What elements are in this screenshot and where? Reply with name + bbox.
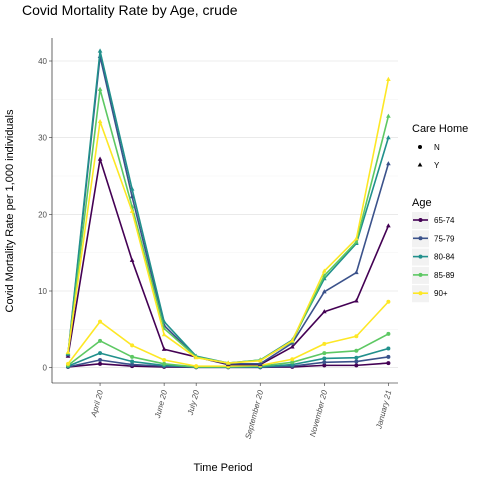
legend-color-label: 85-89 xyxy=(434,271,455,280)
x-tick-label: July 20 xyxy=(186,389,202,417)
y-tick-label: 10 xyxy=(38,287,47,296)
data-point xyxy=(322,356,327,361)
data-point xyxy=(97,156,103,161)
legend-color-key xyxy=(418,254,423,259)
data-point xyxy=(290,360,295,365)
data-point xyxy=(97,48,103,53)
legend-shape-key xyxy=(418,145,422,149)
data-point xyxy=(354,363,359,368)
x-tick-label: November 20 xyxy=(308,389,329,438)
data-point xyxy=(225,360,231,365)
data-point xyxy=(97,118,103,124)
series-90+-Y xyxy=(65,76,391,365)
data-point xyxy=(321,289,327,294)
data-point xyxy=(386,299,391,304)
y-tick-label: 20 xyxy=(38,210,47,219)
y-tick-label: 40 xyxy=(38,57,47,66)
y-tick-label: 30 xyxy=(38,134,47,143)
data-point xyxy=(386,113,391,118)
legend-color-key xyxy=(418,218,423,222)
legend-shape-label: Y xyxy=(434,161,440,170)
data-point xyxy=(162,361,167,366)
data-point xyxy=(129,208,135,213)
data-point xyxy=(354,355,359,360)
legend-color-label: 75-79 xyxy=(434,234,455,243)
data-point xyxy=(290,357,295,362)
x-tick-labels: April 20 June 20 July 20 September 20 Novemb… xyxy=(89,383,393,440)
data-point xyxy=(130,354,135,359)
y-tick-labels: 0 10 20 30 40 xyxy=(38,57,52,373)
data-point xyxy=(130,362,135,367)
chart-title: Covid Mortality Rate by Age, crude xyxy=(22,2,238,18)
data-point xyxy=(321,268,327,273)
plot-panel xyxy=(52,38,398,383)
data-point xyxy=(98,319,103,324)
x-tick-label: September 20 xyxy=(243,389,265,440)
data-point xyxy=(354,298,359,303)
data-point xyxy=(97,86,103,91)
data-point xyxy=(161,346,167,351)
data-point xyxy=(257,361,263,366)
data-point xyxy=(129,186,135,191)
x-tick-label: January 21 xyxy=(374,389,393,431)
data-point xyxy=(386,354,391,359)
data-point xyxy=(98,358,103,362)
data-point xyxy=(130,343,135,348)
data-point xyxy=(193,355,199,360)
data-point xyxy=(321,273,327,278)
data-point xyxy=(289,344,295,349)
data-point xyxy=(386,135,391,140)
data-point xyxy=(194,364,199,369)
x-axis-title: Time Period xyxy=(194,462,253,474)
data-point xyxy=(386,161,391,166)
data-point xyxy=(386,346,391,351)
y-tick-label: 0 xyxy=(43,364,48,373)
data-point xyxy=(130,359,135,364)
data-point xyxy=(354,334,359,339)
y-axis-title: Covid Mortality Rate per 1,000 individua… xyxy=(4,109,16,312)
legend-color-label: 65-74 xyxy=(434,216,455,225)
data-point xyxy=(129,257,135,262)
data-point xyxy=(354,236,359,241)
data-point xyxy=(66,361,71,366)
data-point xyxy=(98,351,103,356)
legend-color-key xyxy=(418,291,423,296)
data-point xyxy=(322,341,327,346)
data-point xyxy=(322,360,327,365)
data-point xyxy=(322,363,327,368)
data-point xyxy=(65,349,71,354)
axes xyxy=(51,38,398,384)
data-point xyxy=(289,338,295,343)
data-point xyxy=(161,332,167,337)
data-point xyxy=(98,338,103,343)
x-tick-label: June 20 xyxy=(153,389,169,420)
data-point xyxy=(322,351,327,356)
legend-shape-label: N xyxy=(434,143,440,152)
legend-shape-key xyxy=(417,162,423,167)
data-point xyxy=(386,76,391,81)
data-point xyxy=(386,331,391,336)
data-point xyxy=(162,358,167,362)
data-point xyxy=(98,361,103,366)
legend-color-title: Age xyxy=(412,197,432,209)
data-point xyxy=(354,359,359,364)
legend-color-key xyxy=(418,236,423,241)
data-point xyxy=(354,348,359,353)
legend-shape-title: Care Home xyxy=(412,123,468,135)
data-point xyxy=(386,223,391,228)
data-point xyxy=(257,358,263,363)
legend-color-label: 90+ xyxy=(434,289,448,298)
data-point xyxy=(354,270,359,275)
data-point xyxy=(386,361,391,366)
data-point xyxy=(321,309,327,314)
legend-color-key xyxy=(418,272,423,277)
data-point xyxy=(354,239,359,244)
x-tick-label: April 20 xyxy=(89,389,105,419)
legend-color-label: 80-84 xyxy=(434,253,455,262)
series-layer xyxy=(65,48,391,370)
